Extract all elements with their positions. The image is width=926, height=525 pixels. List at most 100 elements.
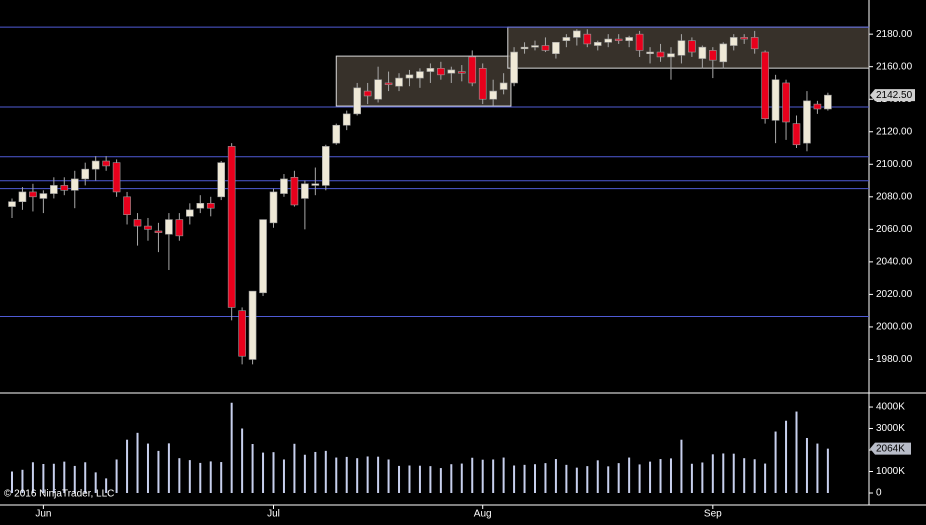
candle-body: [803, 100, 811, 144]
x-tick-label: Jun: [35, 509, 51, 520]
candle-body: [248, 290, 257, 360]
y-tick-label: 2120.00: [876, 126, 913, 137]
candle-body: [510, 51, 518, 84]
y-tick-label: 2000.00: [876, 322, 913, 333]
candle-body: [395, 77, 403, 87]
candle-body: [301, 183, 309, 199]
candle-body: [583, 33, 592, 45]
candle-body: [782, 82, 790, 123]
candle-body: [123, 196, 131, 216]
y-tick-label: 2080.00: [876, 191, 913, 202]
candle-body: [133, 219, 142, 227]
candle-body: [677, 40, 686, 56]
x-tick-label: Aug: [474, 509, 492, 520]
candle-body: [91, 160, 100, 170]
last-volume-label: 2064K: [876, 443, 905, 454]
candle-body: [217, 162, 225, 198]
candle-body: [771, 79, 780, 121]
last-price-marker: [870, 89, 915, 102]
candle-body: [489, 90, 497, 100]
candle-body: [447, 69, 456, 74]
x-tick-label: Jul: [267, 509, 280, 520]
y-tick-label: 2020.00: [876, 289, 913, 300]
candle-body: [729, 37, 738, 46]
candle-body: [321, 146, 330, 186]
candle-body: [635, 33, 644, 51]
candle-body: [70, 178, 79, 191]
candle-body: [8, 201, 16, 207]
candle-body: [698, 46, 707, 59]
y-tick-label: 2160.00: [876, 61, 913, 72]
candle-body: [688, 40, 696, 53]
candle-body: [468, 56, 477, 84]
y-tick-label: 2180.00: [876, 29, 913, 40]
candle-body: [656, 51, 665, 58]
y-tick-label: 4000K: [876, 402, 905, 413]
candle-body: [824, 94, 832, 110]
y-tick-label: 1000K: [876, 466, 905, 477]
last-volume-marker: [870, 442, 911, 455]
candle-body: [50, 185, 58, 194]
candle-body: [614, 38, 623, 41]
candle-body: [562, 37, 571, 41]
y-tick-label: 2100.00: [876, 159, 913, 170]
x-tick-label: Sep: [704, 509, 722, 520]
candle-body: [646, 51, 654, 54]
y-tick-label: 2040.00: [876, 257, 913, 268]
last-price-label: 2142.50: [876, 90, 913, 101]
candle-body: [154, 230, 163, 233]
y-tick-label: 0: [876, 488, 882, 499]
candle-body: [667, 53, 675, 58]
copyright: © 2016 NinjaTrader, LLC: [4, 489, 114, 500]
candle-body: [165, 219, 173, 235]
candle-body: [405, 74, 414, 79]
candle-body: [426, 68, 435, 72]
candle-body: [374, 79, 382, 100]
candle-body: [290, 176, 299, 206]
candle-body: [29, 191, 37, 198]
candle-body: [144, 225, 152, 230]
candle-body: [625, 37, 633, 41]
candle-body: [332, 124, 341, 144]
plot: 1980.00 2000.00 2020.00 2040.00 2060.00 2080.…: [0, 26, 915, 520]
candle-body: [353, 87, 361, 115]
candle-body: [520, 46, 529, 50]
candle-body: [363, 90, 372, 97]
candle-body: [541, 45, 550, 51]
candle-body: [761, 51, 769, 120]
candle-body: [478, 68, 487, 100]
candle-body: [102, 160, 110, 167]
candle-body: [18, 191, 27, 202]
candle-body: [813, 103, 822, 110]
candle-body: [81, 168, 90, 180]
candle-body: [740, 37, 749, 40]
candle-body: [60, 185, 69, 191]
candle-body: [186, 209, 194, 217]
candle-body: [311, 183, 320, 186]
candle-body: [709, 50, 717, 61]
candle-body: [269, 191, 278, 224]
candle-body: [280, 178, 288, 194]
candle-body: [112, 162, 121, 193]
candle-body: [604, 38, 613, 43]
candle-body: [259, 219, 267, 294]
candle-body: [719, 43, 728, 63]
candle-body: [552, 41, 560, 54]
candle-body: [227, 146, 236, 308]
candle-body: [206, 203, 215, 209]
candle-body: [416, 71, 424, 79]
candle-body: [750, 37, 759, 50]
candle-body: [457, 71, 466, 74]
candle-body: [384, 82, 393, 85]
candle-body: [531, 45, 539, 48]
candle-body: [39, 193, 48, 199]
candle-body: [437, 68, 445, 76]
y-tick-label: 3000K: [876, 423, 905, 434]
candle-body: [593, 41, 602, 46]
candle-body: [792, 123, 801, 146]
candle-body: [499, 82, 508, 90]
y-tick-label: 2060.00: [876, 224, 913, 235]
candle-body: [342, 113, 351, 126]
candle-body: [196, 203, 205, 209]
